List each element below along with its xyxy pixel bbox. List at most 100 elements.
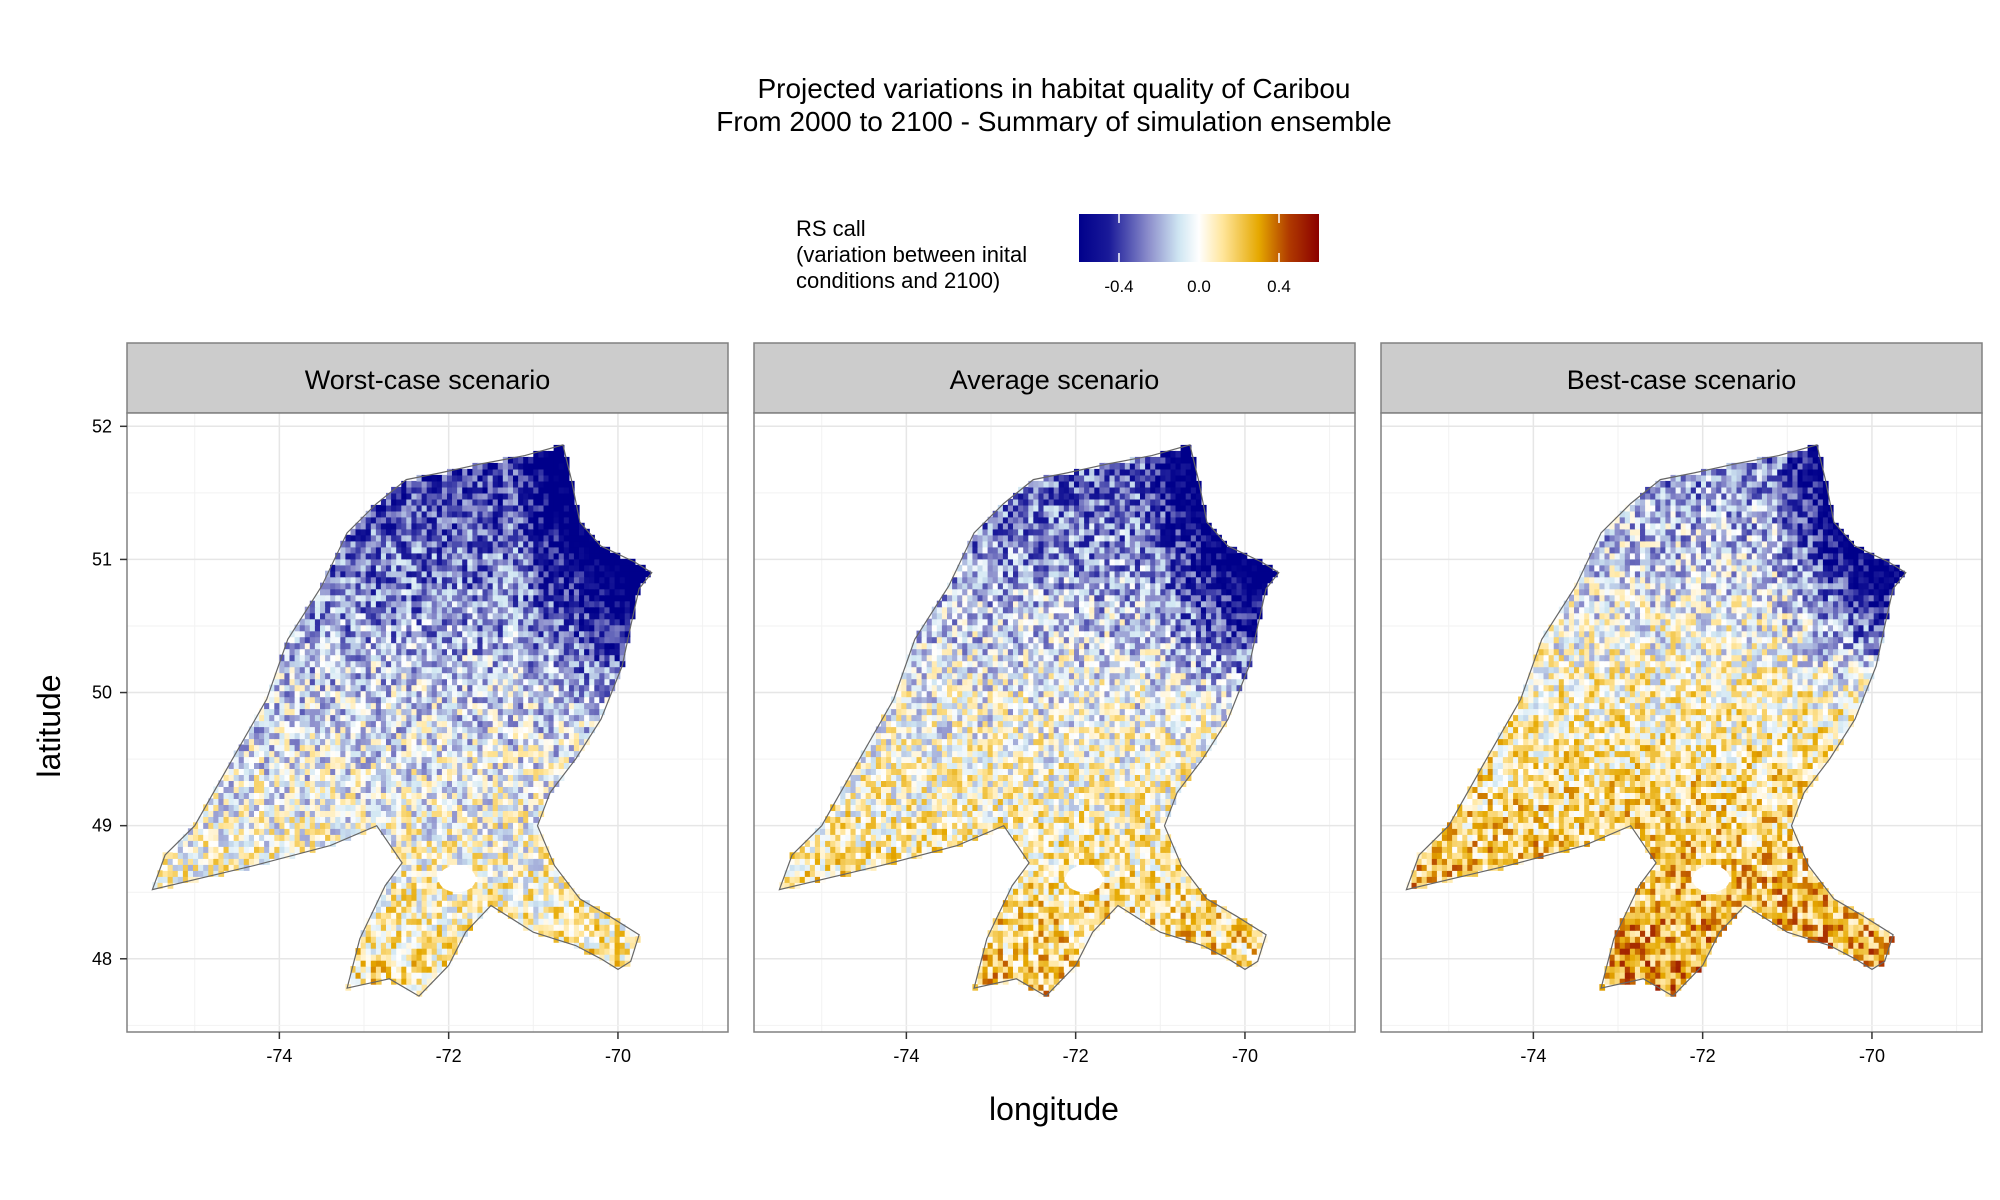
raster-cell xyxy=(553,888,560,895)
raster-cell xyxy=(350,678,357,686)
raster-cell xyxy=(355,798,362,805)
raster-cell xyxy=(477,636,484,644)
raster-cell xyxy=(589,708,595,716)
raster-cell xyxy=(452,594,458,602)
raster-cell xyxy=(513,468,519,476)
raster-cell xyxy=(1038,966,1045,973)
raster-cell xyxy=(396,828,402,835)
raster-cell xyxy=(350,588,357,596)
raster-cell xyxy=(243,840,250,847)
raster-cell xyxy=(579,540,585,548)
raster-cell xyxy=(238,774,245,781)
raster-cell xyxy=(386,900,392,907)
raster-cell xyxy=(533,600,539,608)
raster-cell xyxy=(992,948,999,955)
raster-cell xyxy=(548,504,555,512)
raster-cell xyxy=(411,750,418,758)
raster-cell xyxy=(1033,972,1039,979)
raster-cell xyxy=(350,558,357,566)
raster-cell xyxy=(523,822,529,829)
raster-cell xyxy=(228,846,235,853)
raster-cell xyxy=(507,762,514,769)
raster-cell xyxy=(274,732,280,740)
raster-cell xyxy=(462,816,468,823)
raster-cell xyxy=(614,558,621,566)
raster-cell xyxy=(558,918,565,925)
raster-cell xyxy=(487,612,494,620)
raster-cell xyxy=(1079,930,1085,937)
raster-cell xyxy=(507,546,514,554)
raster-cell xyxy=(406,972,412,979)
raster-cell xyxy=(355,528,362,536)
raster-cell xyxy=(452,540,458,548)
raster-cell xyxy=(386,528,392,536)
raster-cell xyxy=(487,744,494,752)
raster-cell xyxy=(538,582,545,590)
raster-cell xyxy=(467,744,473,752)
raster-cell xyxy=(421,930,428,937)
raster-cell xyxy=(386,600,392,608)
raster-cell xyxy=(987,954,994,961)
raster-cell xyxy=(426,660,433,668)
raster-cell xyxy=(431,834,438,841)
raster-cell xyxy=(558,666,565,674)
raster-cell xyxy=(345,624,352,632)
raster-cell xyxy=(335,642,341,650)
raster-cell xyxy=(563,660,570,668)
raster-cell xyxy=(243,822,250,829)
raster-cell xyxy=(533,450,539,458)
raster-cell xyxy=(492,480,499,488)
raster-cell xyxy=(370,930,377,937)
raster-cell xyxy=(441,654,448,662)
raster-cell xyxy=(436,498,443,506)
raster-cell xyxy=(370,630,377,638)
raster-cell xyxy=(614,576,621,584)
raster-cell xyxy=(340,780,346,787)
raster-cell xyxy=(330,744,336,752)
raster-cell xyxy=(294,834,301,841)
raster-cell xyxy=(482,504,489,512)
raster-cell xyxy=(528,834,534,841)
raster-cell xyxy=(482,702,489,710)
raster-cell xyxy=(436,690,443,698)
raster-cell xyxy=(238,744,245,752)
raster-cell xyxy=(345,612,352,620)
raster-cell xyxy=(360,684,367,692)
raster-cell xyxy=(411,804,418,811)
raster-cell xyxy=(513,750,519,758)
raster-cell xyxy=(543,648,550,656)
raster-cell xyxy=(213,786,219,793)
raster-cell xyxy=(411,798,418,805)
raster-cell xyxy=(573,942,580,949)
raster-cell xyxy=(462,558,468,566)
raster-cell xyxy=(528,570,534,578)
raster-cell xyxy=(513,462,519,470)
raster-cell xyxy=(497,624,504,632)
raster-cell xyxy=(375,708,382,716)
raster-cell xyxy=(375,600,382,608)
raster-cell xyxy=(533,852,539,859)
raster-cell xyxy=(441,780,448,787)
raster-cell xyxy=(289,630,296,638)
raster-cell xyxy=(360,618,367,626)
raster-cell xyxy=(380,714,387,722)
raster-cell xyxy=(507,660,514,668)
raster-cell xyxy=(447,588,453,596)
raster-cell xyxy=(375,780,382,787)
raster-cell xyxy=(386,804,392,811)
raster-cell xyxy=(365,972,372,979)
raster-cell xyxy=(320,732,326,740)
raster-cell xyxy=(254,816,260,823)
raster-cell xyxy=(365,732,372,740)
raster-cell xyxy=(243,828,250,835)
raster-cell xyxy=(452,726,458,734)
raster-cell xyxy=(1002,960,1009,967)
raster-cell xyxy=(1190,930,1197,937)
raster-cell xyxy=(538,774,545,781)
raster-cell xyxy=(604,570,611,578)
raster-cell xyxy=(533,888,539,895)
raster-cell xyxy=(309,720,316,728)
raster-cell xyxy=(553,768,560,775)
raster-cell xyxy=(543,894,550,901)
raster-cell xyxy=(279,696,286,704)
